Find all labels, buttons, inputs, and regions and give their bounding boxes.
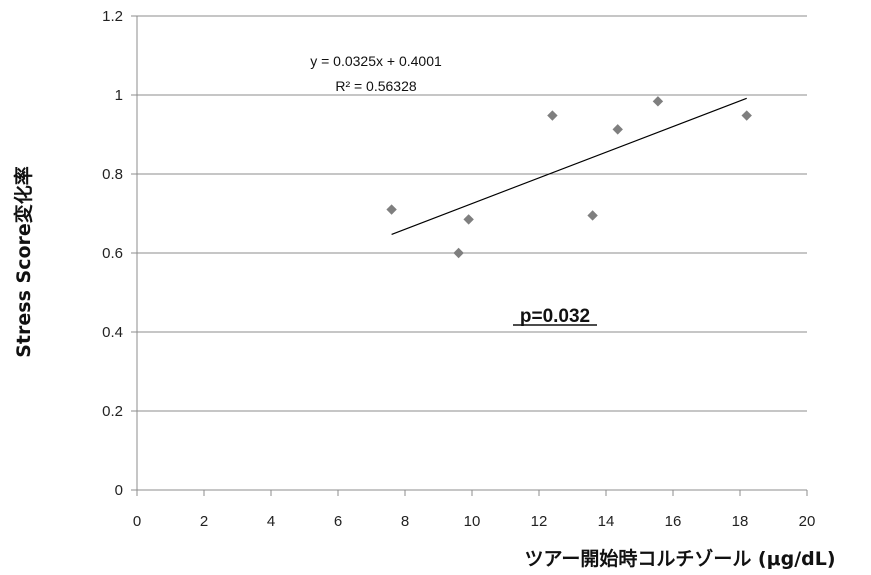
x-tick-label-8: 16 — [665, 513, 682, 530]
data-point-7 — [741, 110, 752, 121]
y-tick-label-6: 1.2 — [102, 8, 123, 25]
y-tick-label-1: 0.2 — [102, 403, 123, 420]
trendline — [391, 97, 747, 235]
x-tick-label-0: 0 — [133, 513, 141, 530]
y-axis-title: Stress Score変化率 — [12, 166, 35, 358]
data-point-0 — [386, 204, 397, 215]
x-tick-label-5: 10 — [464, 513, 481, 530]
y-tick-label-5: 1 — [115, 87, 123, 104]
data-point-4 — [587, 210, 598, 221]
y-tick-label-0: 0 — [115, 482, 123, 499]
trendline-r-squared: R² = 0.56328 — [335, 78, 417, 94]
data-point-5 — [612, 124, 623, 135]
x-tick-label-3: 6 — [334, 513, 342, 530]
data-point-2 — [463, 214, 474, 225]
x-tick-label-1: 2 — [200, 513, 208, 530]
x-tick-label-10: 20 — [799, 513, 816, 530]
x-tick-label-4: 8 — [401, 513, 409, 530]
trendline-equation: y = 0.0325x + 0.4001 — [310, 53, 442, 69]
x-tick-label-2: 4 — [267, 513, 275, 530]
data-point-3 — [547, 110, 558, 121]
y-tick-label-4: 0.8 — [102, 166, 123, 183]
data-point-6 — [652, 96, 664, 107]
x-axis-title: ツアー開始時コルチゾール (μg/dL) — [524, 547, 835, 570]
data-point-1 — [453, 247, 464, 259]
x-tick-label-7: 14 — [598, 513, 615, 530]
x-tick-label-6: 12 — [531, 513, 548, 530]
p-value-annotation: p=0.032 — [520, 306, 590, 327]
data-points — [386, 96, 752, 259]
x-tick-label-9: 18 — [732, 513, 749, 530]
y-tick-label-3: 0.6 — [102, 245, 123, 262]
y-tick-label-2: 0.4 — [102, 324, 123, 341]
gridlines — [137, 15, 807, 412]
trendline-group — [391, 97, 747, 235]
x-ticks: 0 2 4 6 8 10 12 14 16 18 20 — [133, 490, 816, 530]
y-ticks: 0 0.2 0.4 0.6 0.8 1 1.2 — [102, 8, 137, 499]
